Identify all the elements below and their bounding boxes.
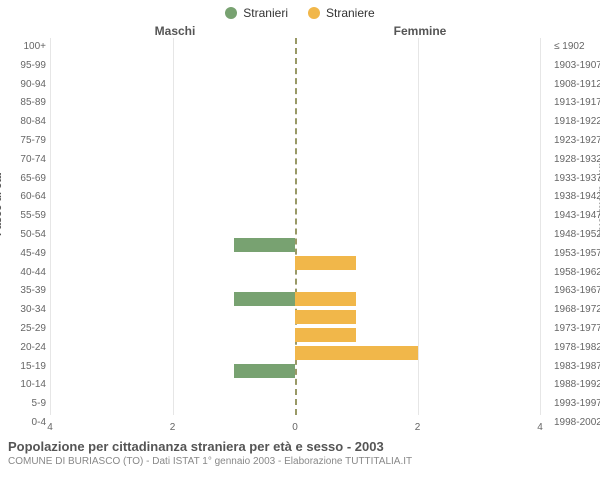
age-label: 80-84 [0,113,46,132]
table-row [50,74,540,92]
birth-label: 1928-1932 [554,151,600,170]
chart: Fasce di età Anni di nascita 100+95-9990… [0,38,600,433]
table-row [50,200,540,218]
table-row [50,146,540,164]
x-tick-label: 2 [415,422,421,433]
age-label: 15-19 [0,358,46,377]
birth-label: 1968-1972 [554,301,600,320]
table-row [50,344,540,362]
birth-label: 1923-1927 [554,132,600,151]
table-row [50,128,540,146]
table-row [50,164,540,182]
birth-label: 1908-1912 [554,76,600,95]
table-row [50,110,540,128]
caption: Popolazione per cittadinanza straniera p… [0,433,600,467]
birth-label: 1953-1957 [554,245,600,264]
age-label: 95-99 [0,57,46,76]
birth-label: 1958-1962 [554,264,600,283]
age-label: 60-64 [0,188,46,207]
bar-female [295,328,356,342]
table-row [50,326,540,344]
age-label: 0-4 [0,414,46,433]
table-row [50,254,540,272]
table-row [50,272,540,290]
age-label: 90-94 [0,76,46,95]
legend: Stranieri Straniere [0,0,600,20]
legend-item-male: Stranieri [225,6,288,20]
plot-area: 4 2 0 2 4 [50,38,540,433]
birth-label: 1973-1977 [554,320,600,339]
table-row [50,380,540,398]
birth-label: ≤ 1902 [554,38,600,57]
x-tick-label: 4 [537,422,543,433]
age-label: 5-9 [0,395,46,414]
table-row [50,182,540,200]
age-label: 10-14 [0,376,46,395]
birth-label: 1903-1907 [554,57,600,76]
birth-label: 1918-1922 [554,113,600,132]
table-row [50,92,540,110]
header-male: Maschi [0,24,300,38]
table-row [50,362,540,380]
bar-female [295,292,356,306]
bar-male [234,364,295,378]
age-label: 85-89 [0,94,46,113]
table-row [50,38,540,56]
bar-rows [50,38,540,415]
table-row [50,290,540,308]
bar-female [295,346,418,360]
age-label: 20-24 [0,339,46,358]
table-row [50,308,540,326]
table-row [50,218,540,236]
age-label: 25-29 [0,320,46,339]
legend-item-female: Straniere [308,6,375,20]
birth-label: 1963-1967 [554,282,600,301]
column-headers: Maschi Femmine [0,24,600,38]
birth-label: 1983-1987 [554,358,600,377]
x-tick-label: 0 [292,422,298,433]
caption-title: Popolazione per cittadinanza straniera p… [8,439,592,454]
birth-label: 1933-1937 [554,170,600,189]
age-label: 45-49 [0,245,46,264]
x-tick-label: 2 [170,422,176,433]
age-label: 65-69 [0,170,46,189]
birth-label: 1978-1982 [554,339,600,358]
bar-male [234,238,295,252]
x-ticks: 4 2 0 2 4 [50,417,540,433]
x-tick-label: 4 [47,422,53,433]
birth-label: 1913-1917 [554,94,600,113]
age-label: 55-59 [0,207,46,226]
birth-label: 1993-1997 [554,395,600,414]
bar-female [295,256,356,270]
age-label: 100+ [0,38,46,57]
legend-female-label: Straniere [326,6,375,20]
age-label: 75-79 [0,132,46,151]
age-label: 35-39 [0,282,46,301]
legend-male-label: Stranieri [243,6,288,20]
birth-label: 1998-2002 [554,414,600,433]
birth-label: 1943-1947 [554,207,600,226]
age-label: 30-34 [0,301,46,320]
age-label: 50-54 [0,226,46,245]
table-row [50,56,540,74]
birth-label: 1948-1952 [554,226,600,245]
caption-subtitle: COMUNE DI BURIASCO (TO) - Dati ISTAT 1° … [8,456,592,467]
table-row [50,236,540,254]
y-labels-birth: ≤ 19021903-19071908-19121913-19171918-19… [550,38,600,433]
header-female: Femmine [300,24,600,38]
age-label: 70-74 [0,151,46,170]
age-label: 40-44 [0,264,46,283]
table-row [50,398,540,416]
y-labels-age: 100+95-9990-9485-8980-8475-7970-7465-696… [0,38,50,433]
bar-male [234,292,295,306]
birth-label: 1938-1942 [554,188,600,207]
swatch-male [225,7,237,19]
birth-label: 1988-1992 [554,376,600,395]
bar-female [295,310,356,324]
swatch-female [308,7,320,19]
gridline [540,38,541,415]
